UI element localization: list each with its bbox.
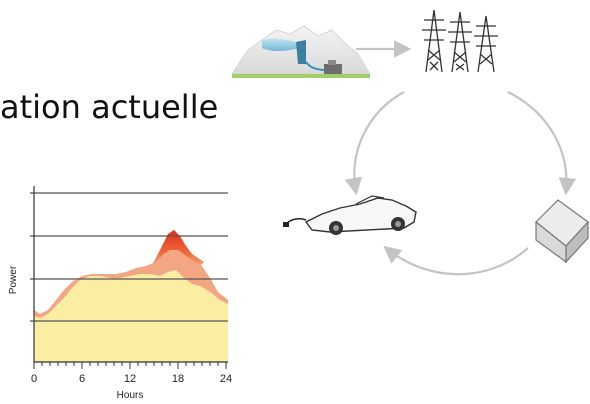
x-tick-label: 6 <box>79 373 85 385</box>
power-tower-icon <box>422 9 498 73</box>
x-tick-label: 12 <box>124 373 136 385</box>
peak-load-area <box>150 230 204 268</box>
arrow-towers-to-house <box>507 91 577 196</box>
electric-car-icon <box>283 195 417 235</box>
x-tick-label: 24 <box>220 373 232 385</box>
baseline-load-area <box>34 270 228 362</box>
x-axis-label: Hours <box>117 390 144 401</box>
house-icon <box>535 199 589 264</box>
shoulder-load-area <box>34 250 228 318</box>
arrow-towers-to-car <box>344 91 405 196</box>
x-axis-ticks <box>33 362 227 369</box>
arrow-house-to-car <box>383 245 529 276</box>
cycle-arrows <box>344 40 577 276</box>
power-chart: 0 6 12 18 24 Hours Power <box>8 186 232 401</box>
x-tick-label: 18 <box>172 373 184 385</box>
slide-title-fragment: ation actuelle <box>0 88 219 126</box>
hydro-plant-icon <box>231 25 371 78</box>
y-axis-label: Power <box>8 265 19 294</box>
x-tick-label: 0 <box>31 373 37 385</box>
